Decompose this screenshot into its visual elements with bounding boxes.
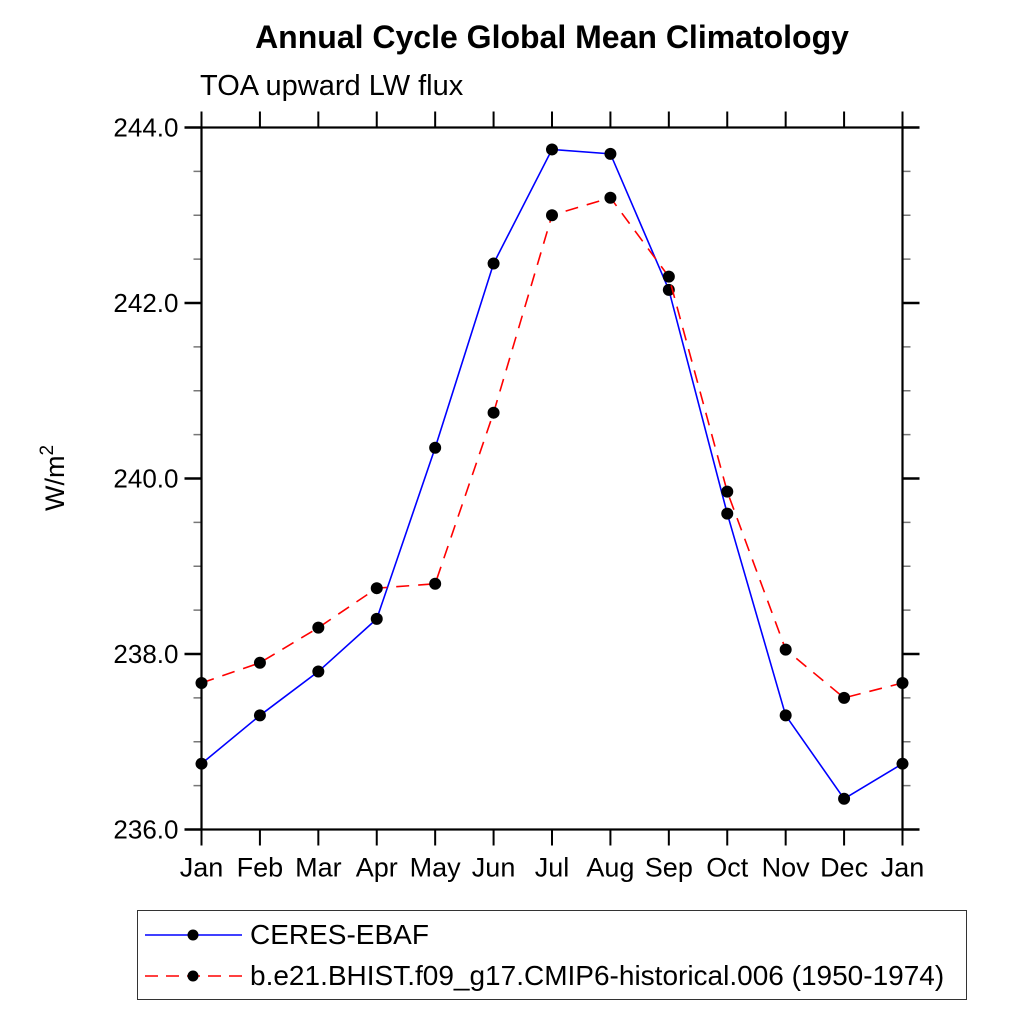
y-tick-label: 240.0: [113, 464, 178, 494]
x-tick-label: Aug: [586, 853, 634, 883]
x-tick-label: Jul: [535, 853, 570, 883]
x-tick-label: Mar: [295, 853, 342, 883]
data-point: [546, 209, 558, 222]
x-tick-label: Jun: [472, 853, 516, 883]
y-tick-label: 236.0: [113, 815, 178, 845]
y-tick-label: 242.0: [113, 288, 178, 318]
y-axis-label: W/m2: [37, 445, 70, 511]
x-tick-label: Dec: [820, 853, 868, 883]
legend-item-ceres: CERES-EBAF: [143, 914, 966, 955]
data-point: [195, 676, 208, 689]
data-point: [429, 577, 442, 590]
series-cmip6-model: [195, 191, 909, 704]
ceres-sample-marker: [187, 929, 199, 940]
legend-label-model: b.e21.BHIST.f09_g17.CMIP6-historical.006…: [250, 959, 945, 991]
data-point: [253, 709, 266, 722]
series-ceres-ebaf: [195, 143, 909, 805]
data-point: [838, 792, 851, 805]
model-sample-marker: [187, 970, 199, 981]
x-tick-label: Nov: [762, 853, 811, 883]
data-point: [604, 191, 617, 204]
data-point: [604, 147, 617, 160]
data-point: [779, 643, 792, 656]
data-point: [721, 485, 734, 498]
data-point: [195, 757, 208, 770]
model-line-sample: [145, 970, 242, 981]
data-point: [370, 612, 383, 625]
data-point: [312, 621, 325, 634]
chart-title: Annual Cycle Global Mean Climatology: [255, 19, 849, 55]
x-tick-label: Jan: [881, 853, 925, 883]
legend-item-model: b.e21.BHIST.f09_g17.CMIP6-historical.006…: [143, 955, 966, 996]
y-tick-label: 238.0: [113, 639, 178, 669]
plot-frame: [200, 126, 904, 831]
data-point: [312, 665, 325, 678]
data-point: [370, 582, 383, 595]
axis-labels: 236.0 238.0 240.0 242.0 244.0 Jan Feb Mar Apr May…: [113, 113, 924, 883]
axis-ticks: [184, 111, 920, 846]
chart-subtitle: TOA upward LW flux: [200, 70, 464, 102]
data-point: [253, 656, 266, 669]
data-point: [896, 757, 909, 770]
x-tick-label: Apr: [356, 853, 398, 883]
x-tick-label: Jan: [180, 853, 224, 883]
data-point: [838, 691, 851, 704]
data-point: [721, 507, 734, 520]
data-point: [779, 709, 792, 722]
y-tick-label: 244.0: [113, 113, 178, 143]
x-tick-label: Sep: [645, 853, 693, 883]
data-point: [662, 270, 675, 283]
data-point: [487, 406, 500, 419]
legend-label-ceres: CERES-EBAF: [250, 918, 429, 950]
x-tick-label: Oct: [706, 853, 749, 883]
data-point: [546, 143, 558, 156]
legend-box: CERES-EBAF b.e21.BHIST.f09_g17.CMIP6-his…: [137, 910, 967, 1000]
data-point: [487, 257, 500, 270]
x-tick-label: Feb: [237, 853, 284, 883]
data-point: [429, 441, 442, 454]
data-point: [896, 676, 909, 689]
x-tick-label: May: [410, 853, 462, 883]
ceres-line-sample: [145, 929, 242, 940]
